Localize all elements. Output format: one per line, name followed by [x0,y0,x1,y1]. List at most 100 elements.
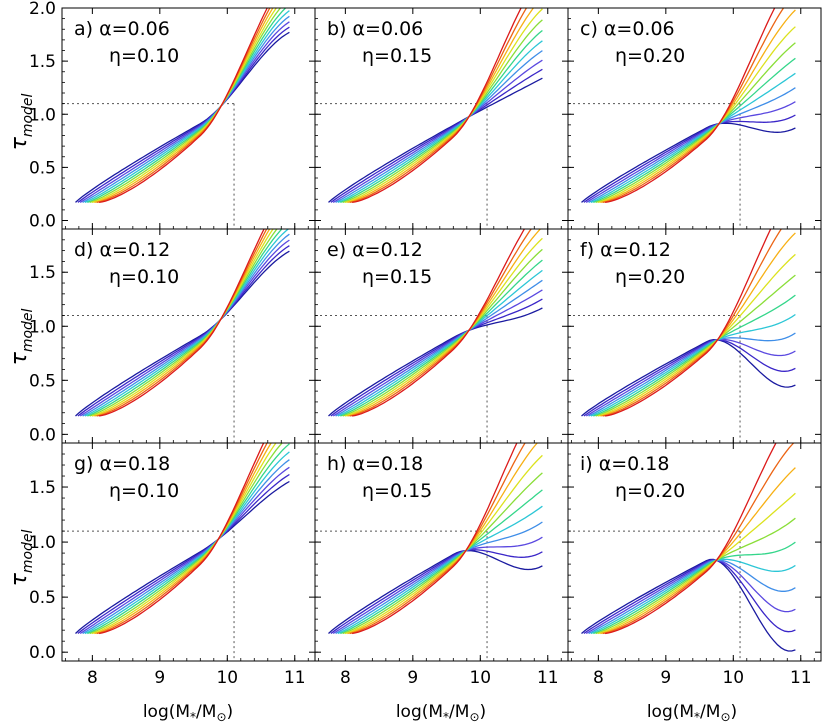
series-line-2 [330,549,543,635]
y-tick-label: 1.0 [29,317,56,337]
series-line-3 [332,289,543,417]
y-label-subscript: model [20,529,36,573]
y-axis-label-row-3: τmodel [7,529,36,586]
series-line-7 [595,274,796,417]
series-line-2 [77,26,290,203]
panel-label-alpha: h) α=0.18 [327,453,423,475]
series-line-7 [89,8,282,204]
series-line-3 [332,59,543,203]
series-line-3 [79,466,290,635]
panel-f: f) α=0.12 η=0.20 [567,228,822,444]
series-line-6 [340,489,543,635]
panel-b: b) α=0.06 η=0.15 [314,7,569,230]
y-tick-label: 1.5 [29,478,56,498]
series-line-7 [342,472,543,635]
series-line-9 [600,9,796,204]
panel-frame [567,7,822,230]
panel-frame [61,442,316,662]
y-axis-label-row-1: τmodel [7,93,36,150]
x-tick-label: 11 [284,668,306,688]
series-line-4 [335,521,543,635]
series-line-1 [75,480,290,634]
panel-grid: 0.0 0.5 1.0 1.5 2.0 a) α=0.06 η=0.10 b) α=0.06 η… [29,0,822,688]
series-line-8 [91,229,274,417]
y-tick-label: 2.0 [29,0,56,19]
series-line-6 [87,443,290,635]
series-line-5 [337,269,543,417]
series-line-10 [349,8,528,204]
series-line-8 [344,8,543,204]
curves [581,443,796,652]
y-label-subscript: model [20,308,36,352]
y-label-subscript: model [20,93,36,137]
series-line-7 [89,229,278,417]
panel-label-alpha: f) α=0.12 [580,239,671,261]
panel-label-alpha: d) α=0.12 [74,239,170,261]
x-axis-label-col-1: log(M*/M⊙) [143,702,233,724]
series-line-9 [94,8,274,204]
series-line-4 [335,279,543,417]
series-line-2 [583,559,796,635]
series-line-10 [602,229,783,417]
series-line-5 [84,10,290,203]
series-line-6 [87,8,287,204]
series-line-11 [98,229,265,417]
panel-label-eta: η=0.10 [109,480,179,502]
curves [328,443,543,635]
series-line-10 [96,229,268,417]
y-tick-label: 1.5 [29,263,56,283]
y-tick-label: 0.5 [29,371,56,391]
panel-a: 0.0 0.5 1.0 1.5 2.0 a) α=0.06 η=0.10 [29,0,316,232]
panel-label-eta: η=0.20 [615,480,685,502]
series-line-7 [595,517,796,635]
panel-label-alpha: i) α=0.18 [580,453,669,475]
series-line-4 [588,87,796,203]
x-tick-label: 10 [216,668,238,688]
series-line-5 [337,505,543,635]
series-line-1 [328,549,543,634]
series-line-8 [344,454,543,635]
series-line-10 [96,443,268,635]
series-line-8 [91,443,277,635]
series-line-9 [347,229,542,417]
series-line-4 [82,459,290,635]
series-line-11 [351,443,518,635]
series-line-7 [595,42,796,204]
panel-i: 8 9 10 11 i) α=0.18 η=0.20 [567,442,822,688]
x-tick-label: 8 [593,668,604,688]
x-axis-label-col-3: log(M*/M⊙) [647,702,737,724]
series-line-4 [588,559,796,635]
y-axis-label-row-2: τmodel [7,308,36,365]
series-line-5 [84,451,290,635]
series-line-1 [75,31,290,203]
panel-label-eta: η=0.20 [615,266,685,288]
series-line-5 [590,72,796,204]
series-line-3 [79,21,290,203]
series-line-1 [581,339,796,417]
series-line-3 [79,239,290,417]
series-line-9 [347,443,539,635]
panel-label-alpha: a) α=0.06 [74,18,170,40]
y-tick-label: 0.5 [29,158,56,178]
y-tick-label: 1.0 [29,105,56,125]
curves [75,8,290,204]
panel-label-eta: η=0.20 [615,45,685,67]
series-line-4 [82,15,290,203]
panel-label-eta: η=0.10 [109,45,179,67]
series-line-2 [583,339,796,417]
panel-label-alpha: b) α=0.06 [327,18,423,40]
series-line-4 [588,332,796,417]
y-tick-label: 1.5 [29,52,56,72]
panel-e: e) α=0.12 η=0.15 [314,228,569,444]
series-line-3 [332,536,543,635]
x-tick-label: 8 [87,668,98,688]
series-line-6 [593,541,796,635]
series-line-11 [604,229,772,417]
series-line-10 [349,229,532,417]
curves [328,229,543,417]
series-line-10 [349,443,526,635]
series-line-1 [581,558,796,652]
x-axis-label-col-2: log(M*/M⊙) [396,702,486,724]
y-label-tau: τ [7,351,32,365]
